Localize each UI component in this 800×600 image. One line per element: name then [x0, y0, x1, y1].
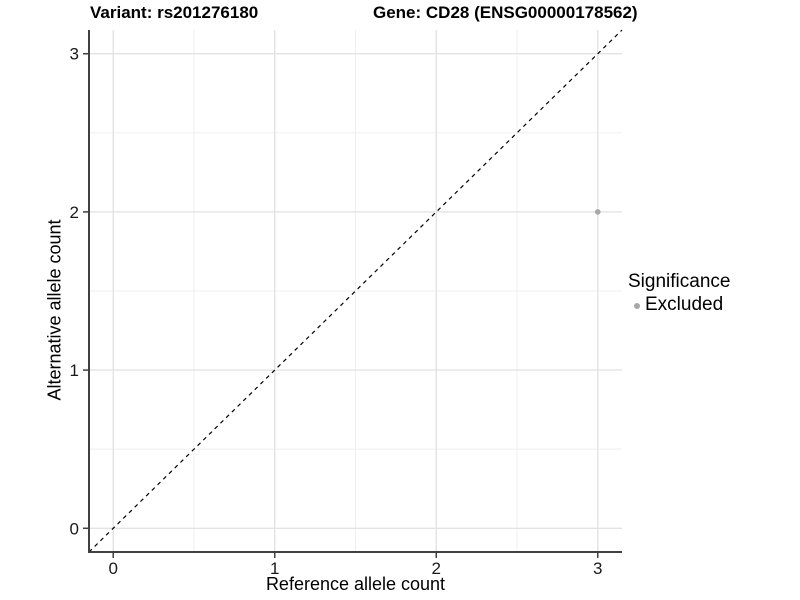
y-tick-label: 0	[70, 519, 79, 538]
x-tick-label: 2	[432, 559, 441, 578]
legend: Significance Excluded	[628, 271, 730, 316]
legend-title: Significance	[628, 271, 731, 292]
y-axis-title: Alternative allele count	[44, 219, 65, 401]
legend-point-icon	[634, 302, 640, 309]
y-tick-label: 3	[70, 45, 79, 64]
data-point	[594, 209, 601, 215]
gene-title: Gene: CD28 (ENSG00000178562)	[373, 3, 638, 22]
legend-item-label: Excluded	[645, 294, 724, 315]
x-axis-title: Reference allele count	[265, 574, 446, 594]
x-tick-label: 0	[108, 559, 117, 578]
variant-title: Variant: rs201276180	[90, 3, 259, 22]
y-tick-label: 2	[70, 203, 79, 222]
x-tick-label: 3	[593, 559, 602, 578]
x-tick-label: 1	[270, 559, 279, 578]
legend-item-excluded: Excluded	[628, 294, 730, 316]
y-tick-label: 1	[70, 361, 79, 380]
